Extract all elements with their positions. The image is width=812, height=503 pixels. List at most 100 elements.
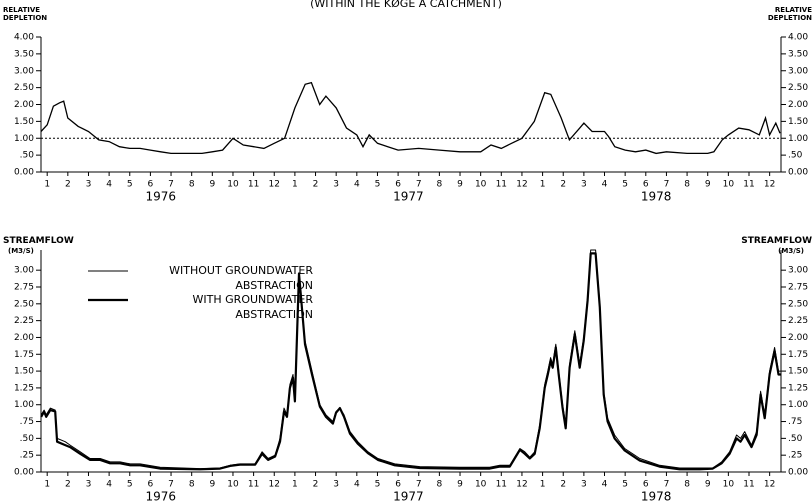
x-tick-label: 9 bbox=[457, 180, 463, 190]
x-tick-label: 6 bbox=[395, 180, 401, 190]
y2-tick-label: 1.75 bbox=[788, 350, 808, 360]
x-tick-label: 10 bbox=[227, 180, 239, 190]
y2-tick-label: 3.50 bbox=[788, 49, 808, 59]
x-tick-label: 5 bbox=[127, 480, 133, 490]
x-tick-label: 11 bbox=[496, 480, 507, 490]
x-tick-label: 3 bbox=[86, 180, 92, 190]
x-tick-label: 4 bbox=[354, 180, 360, 190]
y2-tick-label: 1.50 bbox=[788, 367, 808, 377]
legend-label: WITHOUT GROUNDWATER ABSTRACTION bbox=[169, 264, 313, 292]
x-tick-label: 9 bbox=[705, 480, 711, 490]
y-tick-label: .50 bbox=[20, 151, 35, 161]
y2-tick-label: .75 bbox=[788, 417, 802, 427]
y-tick-label: 2.00 bbox=[14, 333, 34, 343]
x-tick-label: 10 bbox=[475, 480, 487, 490]
y-axis-label: STREAMFLOW bbox=[3, 236, 74, 246]
y-tick-label: .50 bbox=[20, 434, 35, 444]
y-tick-label: 1.00 bbox=[14, 134, 34, 144]
data-line bbox=[40, 81, 781, 155]
x-tick-label: 3 bbox=[86, 480, 92, 490]
y-tick-label: 2.50 bbox=[14, 299, 34, 309]
x-tick-label: 9 bbox=[705, 180, 711, 190]
x-tick-label: 4 bbox=[354, 480, 360, 490]
year-label: 1978 bbox=[641, 190, 672, 204]
y-tick-label: 4.00 bbox=[14, 33, 34, 43]
y2-tick-label: 1.50 bbox=[788, 117, 808, 127]
y-tick-label: 1.50 bbox=[14, 367, 34, 377]
x-tick-label: 7 bbox=[416, 180, 422, 190]
y2-tick-label: 2.00 bbox=[788, 100, 808, 110]
x-tick-label: 4 bbox=[106, 180, 112, 190]
y2-tick-label: 2.25 bbox=[788, 316, 808, 326]
x-tick-label: 10 bbox=[227, 480, 239, 490]
y2-tick-label: 4.00 bbox=[788, 33, 808, 43]
y2-tick-label: 1.00 bbox=[788, 134, 808, 144]
y2-tick-label: 0.00 bbox=[788, 468, 808, 478]
y2-tick-label: .50 bbox=[788, 434, 803, 444]
y2-axis-unit: (M3/S) bbox=[778, 247, 804, 255]
x-tick-label: 8 bbox=[437, 180, 443, 190]
y2-axis-label: RELATIVE DEPLETION bbox=[767, 6, 812, 22]
x-tick-label: 11 bbox=[248, 480, 259, 490]
y2-tick-label: 3.00 bbox=[788, 266, 808, 276]
x-tick-label: 2 bbox=[65, 180, 71, 190]
x-tick-label: 12 bbox=[269, 180, 280, 190]
x-tick-label: 12 bbox=[764, 180, 775, 190]
x-tick-label: 1 bbox=[540, 480, 546, 490]
x-tick-label: 1 bbox=[292, 180, 298, 190]
x-tick-label: 3 bbox=[333, 180, 339, 190]
x-tick-label: 7 bbox=[664, 480, 670, 490]
year-label: 1977 bbox=[393, 490, 424, 503]
x-tick-label: 8 bbox=[684, 480, 690, 490]
x-tick-label: 1 bbox=[44, 180, 50, 190]
x-tick-label: 12 bbox=[764, 480, 775, 490]
x-tick-label: 6 bbox=[148, 480, 154, 490]
y2-tick-label: 1.25 bbox=[788, 383, 808, 393]
x-tick-label: 5 bbox=[622, 180, 628, 190]
x-tick-label: 2 bbox=[313, 180, 319, 190]
x-tick-label: 1 bbox=[540, 180, 546, 190]
year-label: 1978 bbox=[641, 490, 672, 503]
x-tick-label: 8 bbox=[684, 180, 690, 190]
y-axis-label: RELATIVE DEPLETION bbox=[3, 6, 48, 22]
x-tick-label: 3 bbox=[333, 480, 339, 490]
x-tick-label: 7 bbox=[416, 480, 422, 490]
y2-tick-label: .50 bbox=[788, 151, 803, 161]
y-tick-label: .25 bbox=[20, 451, 34, 461]
y2-tick-label: 2.50 bbox=[788, 299, 808, 309]
y-tick-label: 0.00 bbox=[14, 468, 34, 478]
x-tick-label: 1 bbox=[292, 480, 298, 490]
x-tick-label: 2 bbox=[65, 480, 71, 490]
x-tick-label: 2 bbox=[560, 180, 566, 190]
y-tick-label: .75 bbox=[20, 417, 34, 427]
y-tick-label: 2.00 bbox=[14, 100, 34, 110]
data-line bbox=[40, 249, 781, 470]
x-tick-label: 3 bbox=[581, 180, 587, 190]
y-axis-unit: (M3/S) bbox=[8, 247, 34, 255]
x-tick-label: 6 bbox=[643, 180, 649, 190]
y2-axis-label: STREAMFLOW bbox=[741, 236, 812, 246]
x-tick-label: 9 bbox=[209, 480, 215, 490]
y-tick-label: 3.00 bbox=[14, 66, 34, 76]
y-tick-label: 1.75 bbox=[14, 350, 34, 360]
year-label: 1976 bbox=[145, 190, 176, 204]
x-tick-label: 4 bbox=[602, 480, 608, 490]
x-tick-label: 11 bbox=[496, 180, 507, 190]
x-tick-label: 8 bbox=[189, 480, 195, 490]
y-tick-label: 2.50 bbox=[14, 83, 34, 93]
y-tick-label: 3.00 bbox=[14, 266, 34, 276]
y2-tick-label: 2.50 bbox=[788, 83, 808, 93]
y2-tick-label: 2.75 bbox=[788, 283, 808, 293]
x-tick-label: 2 bbox=[313, 480, 319, 490]
x-tick-label: 7 bbox=[664, 180, 670, 190]
x-tick-label: 7 bbox=[168, 180, 174, 190]
chart-title: (WITHIN THE KØGE A CATCHMENT) bbox=[310, 0, 502, 10]
x-tick-label: 10 bbox=[475, 180, 487, 190]
x-tick-label: 9 bbox=[209, 180, 215, 190]
y2-tick-label: .25 bbox=[788, 451, 802, 461]
x-tick-label: 12 bbox=[516, 480, 527, 490]
x-tick-label: 9 bbox=[457, 480, 463, 490]
x-tick-label: 5 bbox=[127, 180, 133, 190]
x-tick-label: 3 bbox=[581, 480, 587, 490]
